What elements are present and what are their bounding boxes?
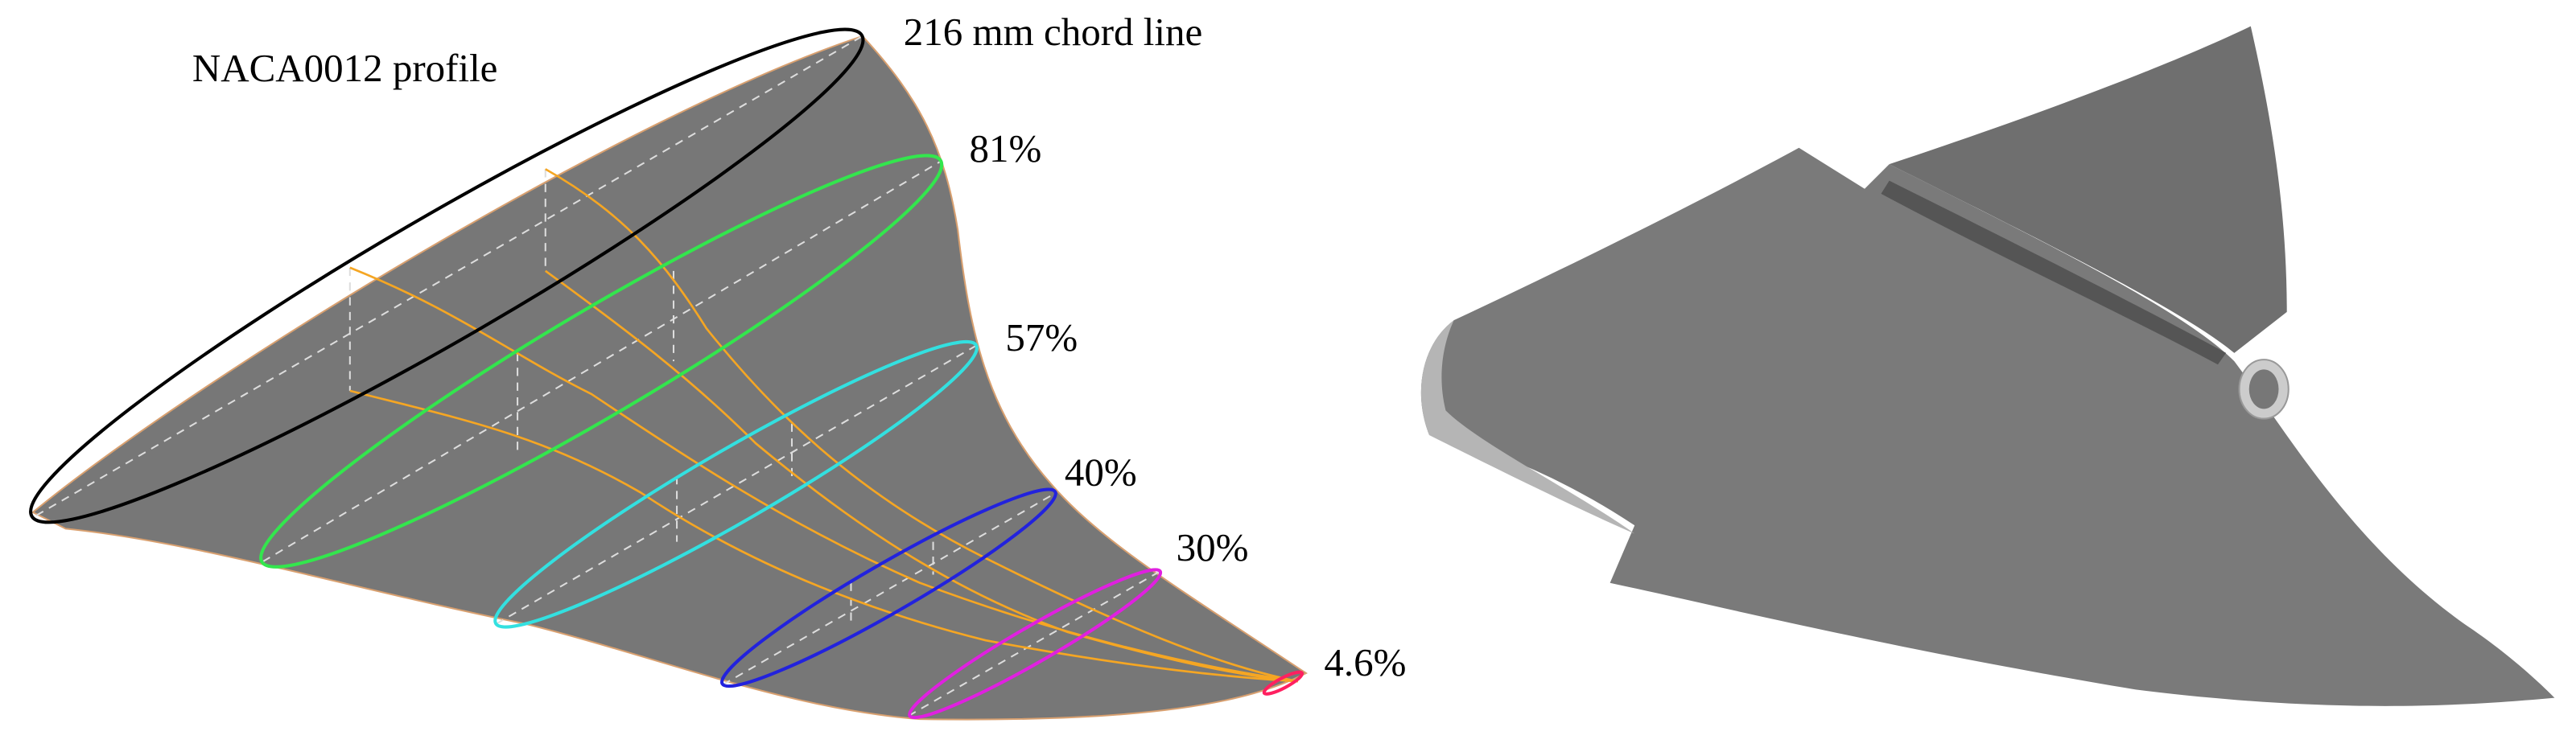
section-label: 30% [1177,525,1249,569]
section-label: 81% [969,126,1041,171]
section-30 [908,568,1163,720]
section-40 [719,487,1057,688]
section-81 [259,154,944,569]
section-4-6 [1262,670,1304,696]
wing-surface [31,35,1308,721]
section-label: 40% [1065,450,1137,494]
section-label: 4.6% [1324,640,1406,684]
profile-label: NACA0012 profile [192,46,498,90]
chord-label: 216 mm chord line [904,10,1202,54]
sections [29,27,1304,720]
aircraft-model [1420,26,2555,706]
root-profile [29,27,865,524]
section-label: 57% [1005,315,1078,360]
spanwise-curves [349,168,1299,683]
construction-lines [35,35,1160,717]
section-57 [493,339,979,629]
